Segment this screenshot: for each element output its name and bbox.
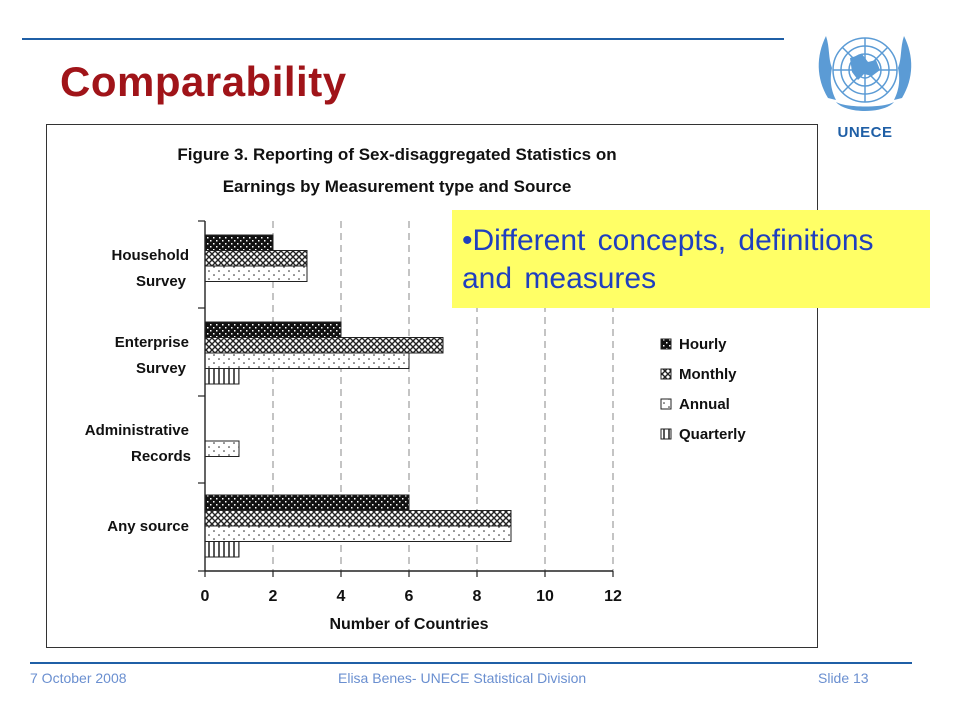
x-tick-label: 10 bbox=[536, 588, 554, 605]
figure-frame: Figure 3. Reporting of Sex-disaggregated… bbox=[46, 124, 818, 648]
bar-monthly bbox=[204, 510, 512, 527]
legend-swatch-monthly bbox=[660, 368, 672, 380]
category-label: Administrative bbox=[85, 422, 189, 439]
footer-author: Elisa Benes- UNECE Statistical Division bbox=[338, 670, 587, 686]
bar-annual bbox=[204, 352, 410, 369]
un-emblem-icon bbox=[818, 36, 912, 111]
legend-label: Monthly bbox=[679, 366, 737, 383]
bar-chart: 0 2 4 6 8 10 12 Number of Countries Household Sur… bbox=[85, 220, 746, 633]
category-label: Survey bbox=[136, 360, 187, 377]
category-label: Household bbox=[112, 247, 190, 264]
bar-hourly bbox=[204, 234, 274, 251]
legend-swatch-hourly bbox=[660, 338, 672, 350]
slide-title: Comparability bbox=[60, 58, 347, 105]
chart-title-line1: Figure 3. Reporting of Sex-disaggregated… bbox=[177, 145, 617, 164]
bar-monthly bbox=[204, 337, 444, 354]
callout-box: •Different concepts, definitions and mea… bbox=[452, 210, 930, 308]
footer-slide-number: Slide 13 bbox=[818, 670, 869, 686]
x-tick-label: 8 bbox=[473, 588, 482, 605]
category-label: Survey bbox=[136, 273, 187, 290]
x-tick-label: 4 bbox=[337, 588, 346, 605]
bar-annual bbox=[204, 440, 240, 457]
bar-annual bbox=[204, 265, 308, 282]
footer-date: 7 October 2008 bbox=[30, 670, 127, 686]
unece-logo-text: UNECE bbox=[837, 124, 893, 141]
x-axis-label: Number of Countries bbox=[329, 616, 488, 633]
x-tick-label: 0 bbox=[201, 588, 210, 605]
bar-quarterly bbox=[204, 368, 240, 385]
category-label: Records bbox=[131, 448, 191, 465]
bar-quarterly bbox=[204, 541, 240, 558]
bar-hourly bbox=[204, 321, 342, 338]
top-rule bbox=[22, 38, 784, 40]
legend-swatch-quarterly bbox=[660, 428, 672, 440]
bar-hourly bbox=[204, 494, 410, 511]
legend-label: Hourly bbox=[679, 336, 727, 353]
bar-annual bbox=[204, 525, 512, 542]
callout-text: •Different concepts, definitions and mea… bbox=[462, 224, 874, 295]
bar-monthly bbox=[204, 250, 308, 267]
bottom-rule bbox=[30, 662, 912, 664]
legend-label: Annual bbox=[679, 396, 730, 413]
legend-label: Quarterly bbox=[679, 426, 746, 443]
chart-title-line2: Earnings by Measurement type and Source bbox=[222, 177, 572, 196]
category-label: Any source bbox=[107, 518, 189, 535]
x-tick-label: 6 bbox=[405, 588, 414, 605]
legend-swatch-annual bbox=[660, 398, 672, 410]
category-label: Enterprise bbox=[115, 334, 189, 351]
x-tick-label: 2 bbox=[269, 588, 278, 605]
x-tick-label: 12 bbox=[604, 588, 622, 605]
